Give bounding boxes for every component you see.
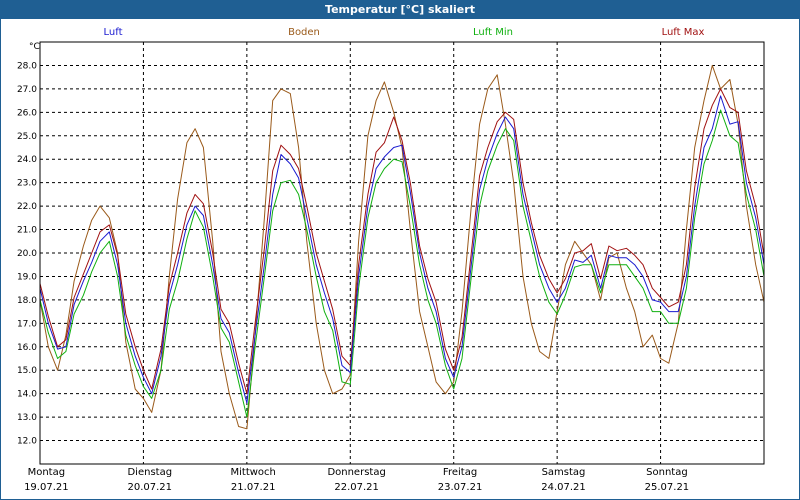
x-tick-date: 20.07.21 [128,482,173,493]
chart-title: Temperatur [°C] skaliert [0,0,800,18]
grid [40,42,764,464]
x-tick-date: 24.07.21 [541,482,586,493]
x-tick-day: Mittwoch [231,467,276,478]
legend-item: Luft Max [662,27,705,38]
y-tick-label: 17.0 [17,319,37,329]
legend-item: Luft Min [473,27,513,38]
series-layer [39,64,765,430]
plot-border [39,41,765,465]
x-tick-date: 19.07.21 [24,482,69,493]
y-tick-label: 15.0 [17,366,37,376]
y-tick-labels: 12.0 13.0 14.0 15.0 16.0 17.0 18.0 19.0 20.0 21.0… [17,61,37,446]
temperature-chart: °C Luft Boden Luft Min Luft Max 12.0 13.0 14.… [17,27,765,493]
series-line-luft-max [39,88,765,395]
y-tick-label: 16.0 [17,343,37,353]
y-tick-label: 14.0 [17,390,37,400]
y-tick-label: 22.0 [17,202,37,212]
x-tick-day: Freitag [443,467,477,478]
y-tick-label: 20.0 [17,249,37,259]
x-tick-day: Montag [28,467,65,478]
y-tick-label: 12.0 [17,437,37,447]
y-tick-label: 21.0 [17,226,37,236]
x-tick-date: 21.07.21 [231,482,276,493]
y-tick-label: 26.0 [17,108,37,118]
x-tick-date: 25.07.21 [645,482,690,493]
legend-item: Luft [104,27,123,38]
chart-frame: °C Luft Boden Luft Min Luft Max 12.0 13.0 14.… [0,18,800,500]
x-tick-labels: Montag 19.07.21 Dienstag 20.07.21 Mittwoch 21… [24,467,689,493]
x-tick-date: 22.07.21 [334,482,379,493]
x-tick-day: Donnerstag [327,467,385,478]
legend: Luft Boden Luft Min Luft Max [104,27,705,38]
x-tick-date: 23.07.21 [438,482,483,493]
series-line-boden [39,64,765,430]
legend-item: Boden [288,27,320,38]
y-tick-label: 25.0 [17,132,37,142]
y-axis-label: °C [29,42,40,52]
y-tick-label: 18.0 [17,296,37,306]
y-tick-label: 23.0 [17,179,37,189]
series-line-luft [39,95,765,404]
y-tick-label: 28.0 [17,61,37,71]
x-tick-day: Sonntag [646,467,688,478]
y-tick-label: 13.0 [17,413,37,423]
x-tick-day: Dienstag [127,467,172,478]
y-tick-label: 19.0 [17,272,37,282]
series-line-luft-min [39,109,765,418]
y-tick-label: 27.0 [17,85,37,95]
y-tick-label: 24.0 [17,155,37,165]
x-tick-day: Samstag [542,467,586,478]
